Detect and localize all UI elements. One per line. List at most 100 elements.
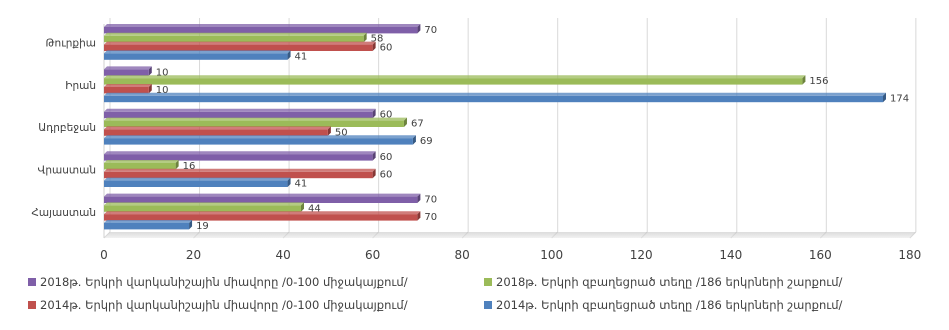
bar-side bbox=[417, 24, 421, 34]
data-label: 10 bbox=[156, 67, 169, 78]
data-label: 156 bbox=[809, 76, 828, 87]
bar-side bbox=[300, 202, 304, 212]
bar bbox=[104, 78, 803, 85]
bar-side bbox=[372, 108, 376, 119]
bar-side bbox=[189, 220, 193, 230]
bar bbox=[104, 111, 373, 119]
x-tick-label: 40 bbox=[275, 248, 290, 262]
bar-side bbox=[372, 151, 376, 161]
bar-side bbox=[372, 168, 376, 179]
data-label: 70 bbox=[424, 25, 437, 36]
data-label: 60 bbox=[380, 110, 393, 121]
bar-top bbox=[104, 75, 806, 79]
legend-swatch bbox=[484, 278, 492, 286]
data-label: 58 bbox=[371, 34, 384, 45]
data-label: 174 bbox=[890, 94, 909, 105]
bar bbox=[104, 87, 149, 94]
data-label: 69 bbox=[420, 136, 433, 147]
data-label: 50 bbox=[335, 127, 348, 138]
bar bbox=[104, 95, 883, 103]
axis-layer: Թուրքիա Իրան Ադրբեջան Վրաստան Հայաստան 0 20 40 6… bbox=[31, 37, 921, 262]
x-tick-label: 120 bbox=[630, 248, 653, 262]
bar-side bbox=[148, 66, 152, 76]
bar bbox=[104, 129, 328, 136]
bar-side bbox=[287, 50, 291, 60]
bar-side bbox=[802, 75, 806, 85]
category-label: Թուրքիա bbox=[46, 37, 96, 49]
category-label: Իրան bbox=[65, 80, 96, 92]
data-label: 70 bbox=[424, 195, 437, 206]
x-tick-label: 0 bbox=[100, 248, 108, 262]
bar bbox=[104, 171, 373, 179]
bar-layer bbox=[104, 24, 886, 230]
bar-top bbox=[104, 135, 416, 139]
bar-top bbox=[104, 193, 421, 197]
bar bbox=[104, 120, 404, 127]
bar-top bbox=[104, 202, 304, 206]
bar-top bbox=[104, 50, 291, 54]
bar-top bbox=[104, 32, 367, 36]
bar bbox=[104, 223, 190, 230]
bar bbox=[104, 69, 149, 76]
legend-swatch bbox=[28, 301, 36, 309]
bar bbox=[104, 205, 301, 212]
bar-top bbox=[104, 126, 331, 130]
bar bbox=[104, 35, 364, 43]
bar-side bbox=[372, 41, 376, 51]
data-label: 67 bbox=[411, 119, 424, 130]
bar bbox=[104, 44, 373, 51]
bar-top bbox=[104, 211, 421, 215]
legend-label: 2014թ. Երկրի զբաղեցրած տեղը /186 երկրներ… bbox=[496, 298, 843, 312]
category-label: Հայաստան bbox=[31, 207, 96, 219]
category-label: Վրաստան bbox=[37, 165, 96, 177]
data-label: 44 bbox=[308, 203, 321, 214]
data-label: 10 bbox=[156, 85, 169, 96]
x-tick-label: 160 bbox=[809, 248, 832, 262]
bar bbox=[104, 27, 418, 34]
bar-top bbox=[104, 160, 179, 163]
bar bbox=[104, 138, 413, 145]
legend-swatch bbox=[484, 301, 492, 309]
bar-top bbox=[104, 66, 152, 70]
data-label: 19 bbox=[196, 221, 209, 232]
bar-top bbox=[104, 117, 407, 121]
bar-side bbox=[363, 32, 367, 43]
category-label: Ադրբեջան bbox=[38, 122, 96, 134]
legend-swatch bbox=[28, 278, 36, 286]
legend-label: 2014թ. Երկրի վարկանիշային միավորը /0-100… bbox=[40, 298, 408, 312]
data-label: 41 bbox=[295, 51, 308, 62]
bar-top bbox=[104, 220, 193, 223]
bar-side bbox=[148, 84, 152, 94]
bar-top bbox=[104, 108, 376, 112]
bar-side bbox=[403, 117, 407, 127]
bar-side bbox=[287, 177, 291, 187]
x-tick-label: 140 bbox=[719, 248, 742, 262]
bar-top bbox=[104, 24, 421, 27]
bar-top bbox=[104, 84, 152, 87]
bar bbox=[104, 196, 418, 203]
bar bbox=[104, 163, 176, 170]
legend-label: 2018թ. Երկրի վարկանիշային միավորը /0-100… bbox=[40, 275, 408, 289]
x-tick-label: 100 bbox=[540, 248, 563, 262]
bar-side bbox=[175, 160, 179, 170]
bar-side bbox=[327, 126, 331, 136]
data-label: 60 bbox=[380, 152, 393, 163]
data-label: 16 bbox=[183, 161, 196, 172]
bar-side bbox=[882, 92, 886, 103]
x-tick-label: 80 bbox=[455, 248, 470, 262]
bar-side bbox=[412, 135, 416, 145]
x-tick-label: 60 bbox=[365, 248, 380, 262]
bar-side bbox=[417, 211, 421, 221]
x-tick-label: 20 bbox=[186, 248, 201, 262]
data-label: 41 bbox=[295, 179, 308, 190]
bar-top bbox=[104, 41, 376, 45]
bar-top bbox=[104, 177, 291, 181]
bar-top bbox=[104, 151, 376, 155]
legend-label: 2018թ. Երկրի զբաղեցրած տեղը /186 երկրներ… bbox=[496, 275, 843, 289]
legend-layer: 2018թ. Երկրի վարկանիշային միավորը /0-100… bbox=[28, 275, 843, 312]
bar-top bbox=[104, 168, 376, 172]
bar bbox=[104, 214, 418, 221]
label-layer: 7058604110156101746067506960166041704470… bbox=[156, 25, 909, 232]
